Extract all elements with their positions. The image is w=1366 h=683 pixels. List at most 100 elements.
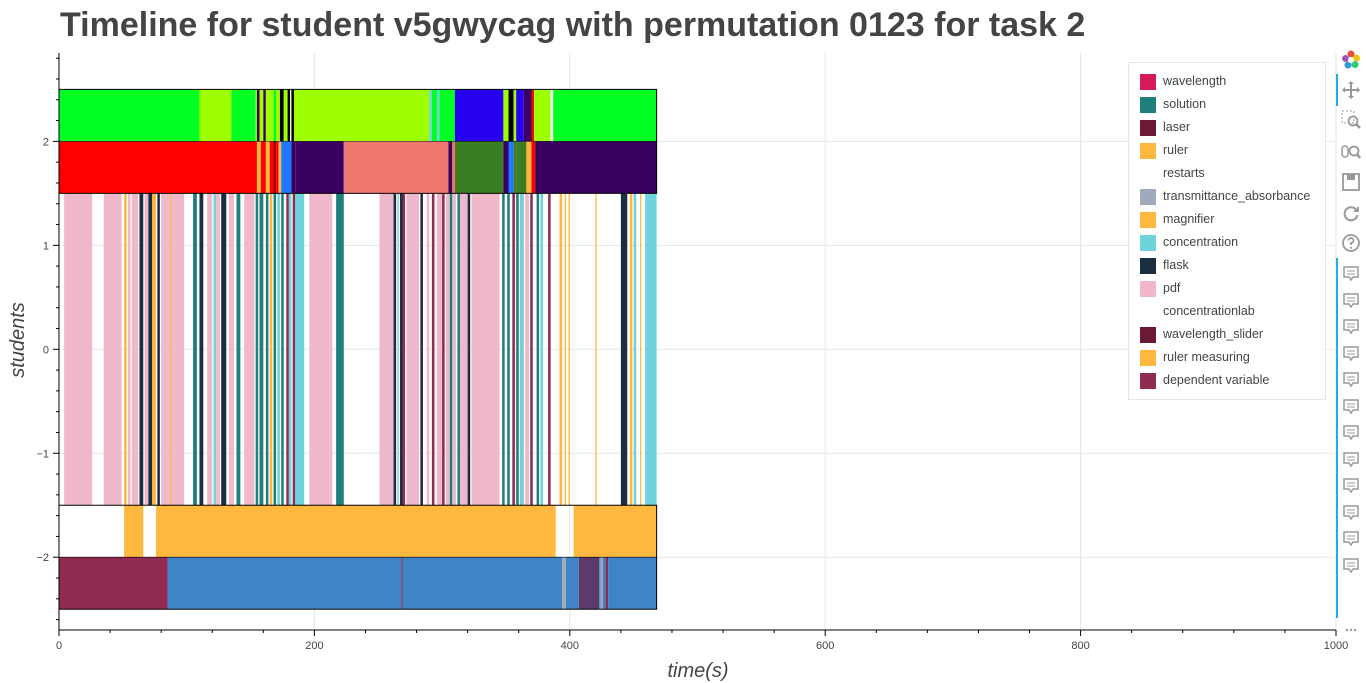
legend-item[interactable]: concentrationlab [1129,301,1325,324]
legend-swatch [1140,304,1156,320]
timeline-segment [436,89,440,142]
legend-item[interactable]: wavelength_slider [1129,324,1325,347]
timeline-segment [265,193,269,506]
save-icon[interactable] [1341,172,1361,192]
timeline-segment [439,89,455,142]
timeline-segment [255,193,259,506]
hover-icon[interactable] [1341,450,1361,470]
timeline-segment [406,193,420,506]
legend-item[interactable]: ruler measuring [1129,347,1325,370]
timeline-segment [565,557,579,610]
legend-label: wavelength [1163,74,1227,88]
timeline-segment [633,193,637,506]
hover-icon[interactable] [1341,423,1361,443]
legend-item[interactable]: ruler [1129,140,1325,163]
x-tick-label: 800 [1071,640,1089,652]
timeline-segment [426,193,430,506]
hover-icon[interactable] [1341,370,1361,390]
timeline-segment [548,193,551,506]
box-zoom-icon[interactable] [1341,110,1361,130]
timeline-segment [273,193,277,506]
timeline-segment [467,193,471,506]
hover-icon[interactable] [1341,556,1361,576]
timeline-segment [459,193,468,506]
timeline-segment [148,193,153,506]
timeline-segment [431,89,437,142]
wheel-zoom-icon[interactable] [1341,142,1361,162]
legend-item[interactable]: restarts [1129,163,1325,186]
timeline-segment [286,193,289,506]
legend-item[interactable]: pdf [1129,278,1325,301]
timeline-segment [562,557,566,610]
y-tick-label: 2 [43,136,49,148]
timeline-segment [231,89,256,142]
timeline-segment [216,193,220,506]
timeline-segment [281,141,292,194]
legend-item[interactable]: dependent variable [1129,370,1325,393]
legend-item[interactable]: wavelength [1129,71,1325,94]
timeline-segment [402,557,563,610]
timeline-segment [640,193,642,506]
legend-label: flask [1163,258,1189,272]
hover-icon[interactable] [1341,291,1361,311]
hover-icon[interactable] [1341,317,1361,337]
chart-title: Timeline for student v5gwycag with permu… [60,6,1086,44]
timeline-segment [276,89,280,142]
timeline-segment [157,193,160,506]
timeline-segment [244,193,248,506]
legend-item[interactable]: concentration [1129,232,1325,255]
toolbar [1336,48,1366,638]
hover-icon[interactable] [1341,264,1361,284]
timeline-segment [600,557,604,610]
timeline-segment [199,141,257,194]
x-tick-label: 400 [561,640,579,652]
reset-icon[interactable] [1341,203,1361,223]
timeline-segment [228,193,234,506]
hover-icon[interactable] [1341,397,1361,417]
legend-item[interactable]: solution [1129,94,1325,117]
timeline-segment [236,193,241,506]
legend-swatch [1140,373,1156,389]
hover-icon[interactable] [1341,529,1361,549]
legend-item[interactable]: flask [1129,255,1325,278]
y-tick-label: −1 [36,448,49,460]
timeline-segment [290,89,292,142]
timeline-segment [603,557,606,610]
help-icon[interactable] [1341,233,1361,253]
legend-item[interactable]: transmittance_absorbance [1129,186,1325,209]
hover-icon[interactable] [1341,476,1361,496]
timeline-segment [442,193,445,506]
timeline-segment [255,89,257,142]
legend-item[interactable]: laser [1129,117,1325,140]
timeline-segment [265,89,274,142]
timeline-segment [259,193,264,506]
timeline-segment [256,141,261,194]
timeline-segment [295,193,305,506]
legend-item[interactable]: magnifier [1129,209,1325,232]
timeline-segment [573,505,657,558]
legend-label: laser [1163,120,1191,134]
pan-icon[interactable] [1341,80,1361,100]
timeline-segment [279,89,284,142]
timeline-segment [309,193,333,506]
timeline-segment [144,193,149,506]
timeline-segment [199,193,204,506]
timeline-segment [523,89,532,142]
y-tick-label: −2 [36,552,49,564]
timeline-segment [557,89,657,142]
timeline-segment [454,141,504,194]
x-tick-label: 600 [816,640,834,652]
timeline-segment [293,89,297,142]
timeline-segment [645,193,657,506]
timeline-segment [516,193,519,506]
timeline-segment [512,193,515,506]
y-axis-label: students [7,302,29,378]
hover-icon[interactable] [1341,503,1361,523]
timeline-segment [516,141,527,194]
hover-icon[interactable] [1341,344,1361,364]
timeline-segment [171,193,185,506]
y-tick-label: 1 [43,240,49,252]
more-icon[interactable] [1341,622,1361,642]
timeline-segment [59,141,200,194]
